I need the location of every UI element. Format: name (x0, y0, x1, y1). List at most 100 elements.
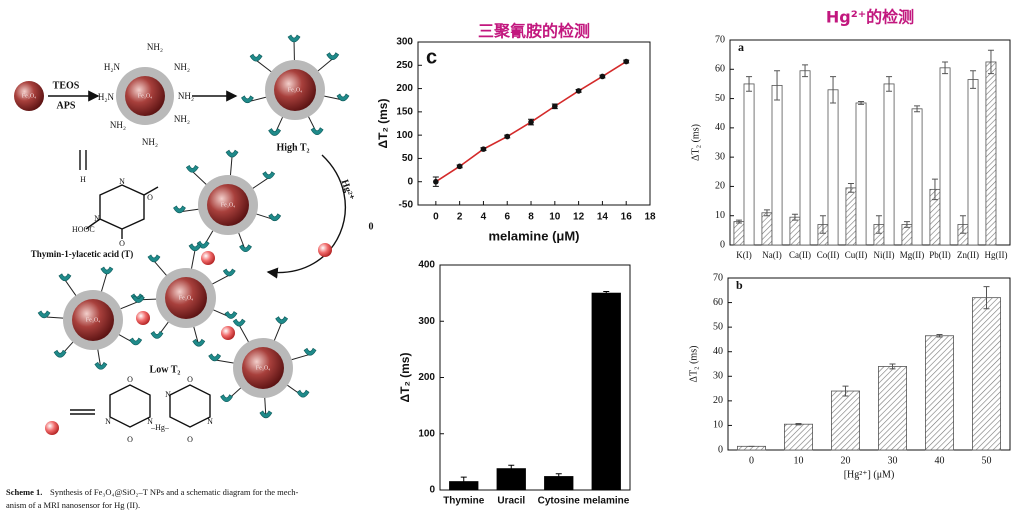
scheme-arrows (48, 90, 347, 428)
receptor (53, 349, 67, 358)
linker (120, 301, 139, 310)
y-tick-label: 70 (713, 272, 723, 283)
x-tick-label: Uracil (497, 496, 525, 507)
x-axis-label: [Hg²⁺] (μM) (844, 469, 895, 480)
bar (878, 366, 908, 451)
bar (831, 390, 861, 451)
x-tick-label: melamine (583, 496, 630, 507)
y-tick-label: 200 (396, 83, 413, 94)
linker (153, 260, 167, 276)
panel-label: c (426, 46, 437, 68)
receptor (222, 268, 236, 277)
amine-label: NH₂ (142, 137, 158, 147)
y-tick-label: 70 (715, 34, 725, 45)
error-bar (603, 290, 610, 296)
y-tick-label: 30 (715, 151, 725, 162)
sphere-label: Fe₃O₄ (288, 87, 303, 93)
bar (799, 70, 811, 246)
error-bar (830, 76, 837, 104)
bar (855, 102, 867, 246)
error-bar (847, 183, 854, 193)
x-tick-label: 4 (481, 212, 487, 223)
y-tick-label: 100 (418, 428, 435, 439)
receptor (336, 93, 350, 102)
atom-label: N (165, 390, 171, 399)
y-tick-label: -50 (399, 200, 414, 211)
x-tick-label: 10 (794, 455, 804, 466)
bar (789, 216, 801, 246)
error-bar (889, 363, 896, 370)
receptor (249, 53, 263, 62)
x-tick-label: 12 (573, 212, 585, 223)
data-point (504, 133, 511, 140)
error-bar (970, 70, 977, 89)
bar (761, 212, 773, 246)
state-label: High T₂ (276, 142, 309, 153)
y-tick-label: 400 (418, 260, 435, 271)
bar (883, 83, 895, 246)
receptor (147, 254, 161, 263)
receptor (150, 331, 164, 339)
data-point (456, 163, 463, 170)
plot-frame (417, 41, 651, 206)
linker (255, 59, 272, 73)
state-label: Low T₂ (150, 364, 181, 375)
y-tick-label: 250 (396, 60, 413, 71)
reagent: APS (57, 100, 76, 111)
receptor (262, 171, 276, 180)
atom-label: O (119, 239, 125, 248)
receptor (129, 337, 143, 346)
atom-label: H (80, 175, 86, 184)
receptor (241, 95, 254, 104)
error-bar (886, 76, 893, 92)
nanoparticle (125, 76, 165, 116)
nanoparticle (14, 81, 44, 111)
error-bar (774, 70, 781, 101)
nanoparticle (207, 184, 249, 226)
chart: Hg²⁺的检测 a 0 10 20 30 40 50 60 70 ΔT₂ (ms) K(I) Na(I)… (690, 8, 1011, 260)
atom-label: N (94, 214, 100, 223)
x-tick-label: 8 (528, 212, 534, 223)
linker (252, 177, 269, 189)
atom-label: O (187, 375, 193, 384)
mercury-ion (201, 251, 215, 265)
atom-label: N (119, 177, 125, 186)
receptor (100, 266, 114, 275)
reagent: TEOS (53, 80, 80, 91)
linker (291, 353, 311, 361)
y-tick-label: 50 (713, 321, 723, 332)
x-tick-label: 20 (841, 455, 851, 466)
bar (591, 292, 621, 491)
nanoparticle (72, 299, 114, 341)
error-bar (931, 178, 938, 201)
receptor (188, 243, 202, 252)
mercury-ion (45, 421, 59, 435)
y-tick-label: 0 (407, 176, 413, 187)
error-bar (735, 219, 742, 224)
acid-group: HOOC (72, 225, 95, 234)
x-tick-label: Ni(II) (874, 250, 895, 260)
sphere-label: Fe₃O₄ (179, 295, 194, 301)
bar (827, 89, 839, 246)
receptor (268, 213, 282, 222)
linker (273, 322, 283, 341)
y-tick-label: 0 (718, 444, 723, 455)
receptor (259, 410, 273, 419)
y-tick-label: 50 (715, 93, 725, 104)
sphere-label: Fe₃O₄ (86, 317, 101, 323)
y-tick-label: 10 (713, 420, 723, 431)
error-bar (942, 61, 949, 75)
caption-label: Scheme 1. (6, 487, 42, 497)
receptor (287, 34, 301, 43)
y-tick-label: 300 (418, 316, 435, 327)
bar (733, 221, 745, 246)
x-tick-label: 40 (935, 455, 945, 466)
y-axis-label: ΔT₂ (ms) (688, 346, 699, 383)
y-tick-label: 100 (396, 130, 413, 141)
error-bar (959, 215, 966, 234)
linker (64, 279, 77, 296)
caption: anism of a MRI nanosensor for Hg (II). (6, 500, 140, 510)
linker (192, 171, 207, 185)
mercury-ion (136, 311, 150, 325)
